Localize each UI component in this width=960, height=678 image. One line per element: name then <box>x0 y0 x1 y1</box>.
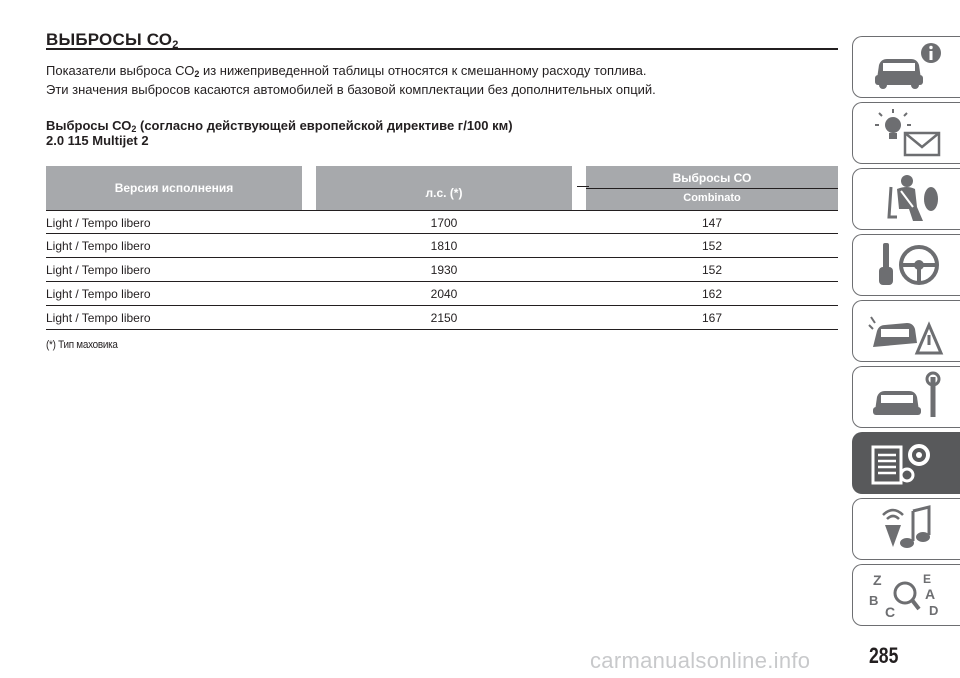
header-emissions-combined: Combinato <box>683 192 741 204</box>
table-header: Версия исполнения л.с. (*) Выбросы СО Co… <box>46 166 838 210</box>
tab-safety[interactable] <box>852 168 960 230</box>
tab-warning-lights[interactable] <box>852 102 960 164</box>
header-hp: л.с. (*) <box>316 166 572 210</box>
safety-seat-icon <box>886 175 938 221</box>
header-emissions-label: Выбросы СО <box>672 171 752 185</box>
key-steering-wheel-icon <box>878 243 939 285</box>
intro-line-1: Показатели выброса СО2 из нижеприведенно… <box>46 63 647 79</box>
cell-emissions: 167 <box>701 311 723 325</box>
table-row: Light / Tempo libero 1810 152 <box>46 234 838 258</box>
header-divider-tick <box>577 186 589 187</box>
svg-text:C: C <box>885 604 895 620</box>
svg-text:A: A <box>925 586 935 602</box>
cell-emissions: 147 <box>701 216 723 230</box>
tab-car-info[interactable] <box>852 36 960 98</box>
section-title: ВЫБРОСЫ СО2 <box>46 30 179 51</box>
table-body: Light / Tempo libero 1700 147 Light / Tempo… <box>46 210 838 330</box>
table-row: Light / Tempo libero 2150 167 <box>46 306 838 330</box>
alphabetical-index-icon: Z E B A D C <box>869 572 938 620</box>
technical-data-icon <box>871 444 930 485</box>
intro-line-2: Эти значения выбросов касаются автомобил… <box>46 82 656 97</box>
tab-technical-data[interactable] <box>852 432 960 494</box>
cell-hp: 1700 <box>430 216 458 230</box>
footnote: (*) Тип маховика <box>46 339 118 351</box>
cell-version: Light / Tempo libero <box>46 263 151 277</box>
cell-version: Light / Tempo libero <box>46 311 151 325</box>
multimedia-icon <box>881 505 930 548</box>
car-info-icon <box>874 43 941 89</box>
page-number: 285 <box>869 643 899 668</box>
car-emergency-icon <box>867 316 943 355</box>
cell-version: Light / Tempo libero <box>46 287 151 301</box>
table-row: Light / Tempo libero 1930 152 <box>46 258 838 282</box>
table-heading: Выбросы СО2 (согласно действующей европе… <box>46 118 513 148</box>
svg-text:B: B <box>869 593 878 608</box>
cell-hp: 1930 <box>430 263 458 277</box>
cell-hp: 1810 <box>430 239 458 253</box>
svg-text:E: E <box>923 572 931 586</box>
tab-index[interactable]: Z E B A D C <box>852 564 960 626</box>
emissions-table: Версия исполнения л.с. (*) Выбросы СО Co… <box>46 166 838 330</box>
tab-starting[interactable] <box>852 234 960 296</box>
watermark: carmanualsonline.info <box>590 648 811 673</box>
tab-emergency[interactable] <box>852 300 960 362</box>
table-row: Light / Tempo libero 1700 147 <box>46 210 838 234</box>
table-row: Light / Tempo libero 2040 162 <box>46 282 838 306</box>
header-emissions: Выбросы СО Combinato <box>586 166 838 210</box>
svg-text:Z: Z <box>873 572 882 588</box>
header-divider <box>586 188 838 189</box>
title-rule <box>46 48 838 50</box>
tab-multimedia[interactable] <box>852 498 960 560</box>
cell-hp: 2150 <box>430 311 458 325</box>
cell-emissions: 152 <box>701 239 723 253</box>
car-maintenance-icon <box>872 371 940 417</box>
cell-version: Light / Tempo libero <box>46 239 151 253</box>
header-version: Версия исполнения <box>46 166 302 210</box>
cell-version: Light / Tempo libero <box>46 216 151 230</box>
cell-hp: 2040 <box>430 287 458 301</box>
cell-emissions: 162 <box>701 287 723 301</box>
tab-maintenance[interactable] <box>852 366 960 428</box>
warning-lights-icon <box>874 109 940 157</box>
cell-emissions: 152 <box>701 263 723 277</box>
svg-text:D: D <box>929 603 938 618</box>
